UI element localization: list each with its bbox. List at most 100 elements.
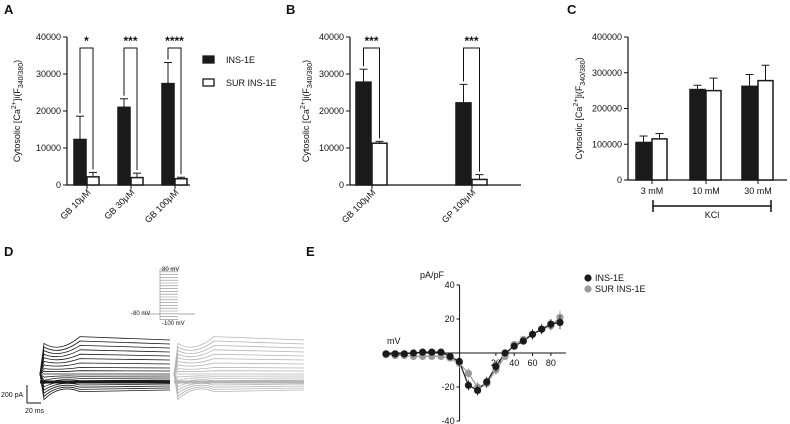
current-trace (39, 344, 171, 375)
data-point (473, 386, 482, 394)
data-point (510, 342, 518, 350)
x-tick-label: 60 (528, 358, 538, 368)
data-point (455, 357, 463, 366)
significance-bracket (79, 47, 94, 170)
significance-bracket (167, 47, 182, 175)
current-trace (39, 373, 171, 394)
y-tick-label: 10000 (319, 143, 344, 153)
current-trace (39, 358, 171, 375)
legend-marker (584, 274, 592, 282)
significance-marker: *** (464, 34, 478, 48)
x-tick-label: GB 100μM (340, 187, 378, 225)
y-tick-label: 30000 (319, 69, 344, 79)
current-trace (39, 373, 171, 391)
data-point (382, 350, 390, 358)
panel-a-legend: INS-1E SUR INS-1E (202, 55, 277, 88)
x-tick-label: GB 10μM (58, 187, 92, 221)
x-tick-label: 40 (509, 358, 519, 368)
panel-c-chart: Cytosolic [Ca2+]i(F340/380) 0 100000 20000… (573, 32, 787, 220)
current-trace (173, 366, 305, 375)
current-trace (173, 373, 305, 394)
bar (689, 88, 706, 181)
legend-marker (584, 285, 592, 293)
current-trace (173, 340, 305, 375)
current-trace (173, 362, 305, 375)
current-trace (173, 344, 305, 375)
data-point (519, 337, 527, 345)
current-trace (39, 362, 171, 375)
y-tick-label: 100000 (592, 139, 622, 149)
data-point (400, 350, 408, 358)
current-trace (173, 373, 305, 398)
bar (86, 176, 100, 186)
x-tick-label: GP 100μM (440, 187, 478, 225)
current-trace (173, 373, 305, 391)
scale-time-label: 20 ms (25, 408, 45, 415)
current-trace (39, 366, 171, 375)
current-trace (39, 373, 171, 398)
data-point (437, 348, 445, 356)
significance-bracket (363, 47, 380, 139)
bar (635, 141, 652, 181)
legend-label: SUR INS-1E (226, 78, 277, 88)
current-trace (173, 353, 305, 375)
y-tick-label: -40 (442, 416, 455, 424)
y-tick-label: 200000 (592, 104, 622, 114)
y-tick-label: 40000 (319, 32, 344, 42)
data-point (391, 350, 399, 358)
y-tick-label: 0 (56, 180, 61, 190)
current-trace (173, 358, 305, 375)
data-point (464, 369, 473, 377)
significance-bracket (123, 47, 138, 171)
x-tick-label: 30 mM (744, 186, 772, 196)
y-tick-label: 0 (617, 175, 622, 185)
bar (355, 81, 372, 186)
y-tick-label: 20000 (319, 106, 344, 116)
ins1e-current-traces (39, 336, 171, 401)
current-trace (39, 373, 171, 381)
kcl-bracket: KCl (652, 200, 772, 220)
panel-label-c: C (567, 2, 577, 17)
panel-c-ylabel: Cytosolic [Ca2+]i(F340/380) (573, 57, 587, 159)
y-axis-label: Cytosolic [Ca2+]i(F340/380) (11, 60, 25, 162)
bar (73, 138, 87, 186)
bar (455, 102, 472, 186)
scale-bar: 200 pA 20 ms (1, 385, 45, 415)
data-point (492, 363, 500, 371)
data-point (547, 320, 555, 328)
e-xlabel: mV (387, 336, 401, 346)
panel-b-chart: Cytosolic [Ca2+]i(F340/380) 0 10000 20000 3… (300, 32, 521, 225)
y-tick-label: 20000 (36, 106, 61, 116)
current-trace (173, 373, 305, 401)
current-trace (39, 373, 171, 401)
current-trace (39, 336, 171, 375)
data-point (419, 348, 427, 356)
bar (651, 138, 668, 181)
current-trace (39, 349, 171, 375)
legend-label: INS-1E (226, 55, 255, 65)
current-trace (173, 373, 305, 381)
legend-label: INS-1E (595, 273, 624, 283)
significance-marker: *** (123, 34, 137, 48)
significance-marker: *** (364, 34, 378, 48)
y-tick-label: 40000 (36, 32, 61, 42)
data-point (556, 318, 564, 326)
panel-d-traces: 80 mV -80 mV -100 mV 200 pA 20 ms (1, 267, 305, 415)
bar (371, 142, 388, 186)
data-point (428, 348, 436, 356)
bar (741, 85, 758, 181)
y-tick-label: 20 (445, 314, 455, 324)
current-trace (39, 373, 171, 378)
current-trace (173, 370, 305, 375)
current-trace (173, 336, 305, 375)
scale-current-label: 200 pA (1, 392, 24, 399)
y-tick-label: 30000 (36, 69, 61, 79)
bar (117, 106, 131, 186)
current-trace (39, 353, 171, 375)
data-point (528, 330, 537, 338)
bar (757, 79, 774, 181)
significance-marker: **** (165, 34, 184, 48)
bar (130, 176, 144, 186)
